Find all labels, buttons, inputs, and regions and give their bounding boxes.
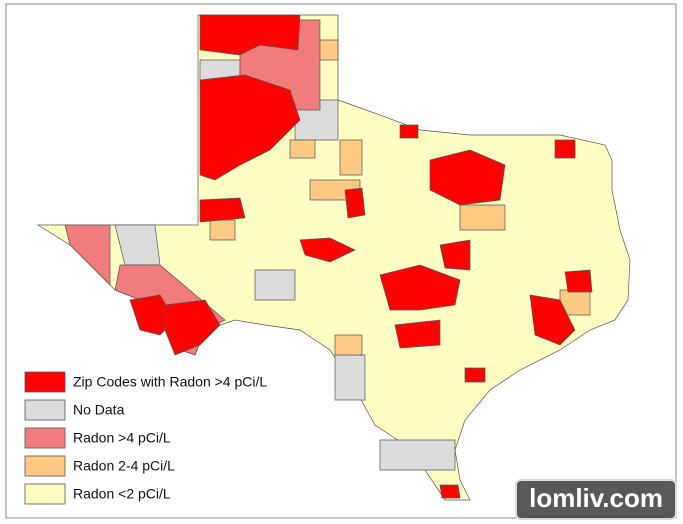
no-data-region <box>334 354 366 401</box>
legend-label: No Data <box>73 402 125 418</box>
zip-region <box>554 139 576 159</box>
zip-region <box>379 264 461 311</box>
zip-region <box>199 197 246 223</box>
zip-region <box>439 239 471 271</box>
zip-region <box>164 299 221 356</box>
mid-county-region <box>289 139 316 159</box>
mid-county-region <box>459 204 506 231</box>
legend-swatch <box>24 371 66 393</box>
zip-region <box>344 187 366 219</box>
mid-county-region <box>339 139 363 176</box>
mid-county-region <box>319 39 339 61</box>
zip-region <box>394 319 441 349</box>
zip-region <box>464 367 486 383</box>
high-county-region <box>64 224 111 286</box>
legend-label: Radon <2 pCi/L <box>73 486 171 502</box>
zip-region <box>429 149 506 206</box>
watermark: lomliv.com <box>515 479 677 520</box>
legend-label: Radon >4 pCi/L <box>73 430 171 446</box>
legend-swatch <box>24 399 66 421</box>
zip-region <box>399 124 419 139</box>
no-data-region <box>379 439 456 471</box>
no-data-region <box>254 269 296 301</box>
zip-region <box>299 237 356 263</box>
legend-swatch <box>24 427 66 449</box>
legend-label: Radon 2-4 pCi/L <box>73 458 175 474</box>
texas-map <box>36 14 631 501</box>
legend-swatch <box>24 455 66 477</box>
mid-county-region <box>209 219 236 241</box>
zip-region <box>199 14 301 56</box>
legend-label: Zip Codes with Radon >4 pCi/L <box>73 374 267 390</box>
legend-swatch <box>24 483 66 505</box>
zip-region <box>439 484 461 499</box>
zip-region <box>199 74 301 181</box>
legend: Zip Codes with Radon >4 pCi/L No Data Rado… <box>24 371 267 505</box>
zip-region <box>529 294 576 346</box>
zip-region <box>564 269 593 293</box>
mid-county-region <box>334 334 363 356</box>
